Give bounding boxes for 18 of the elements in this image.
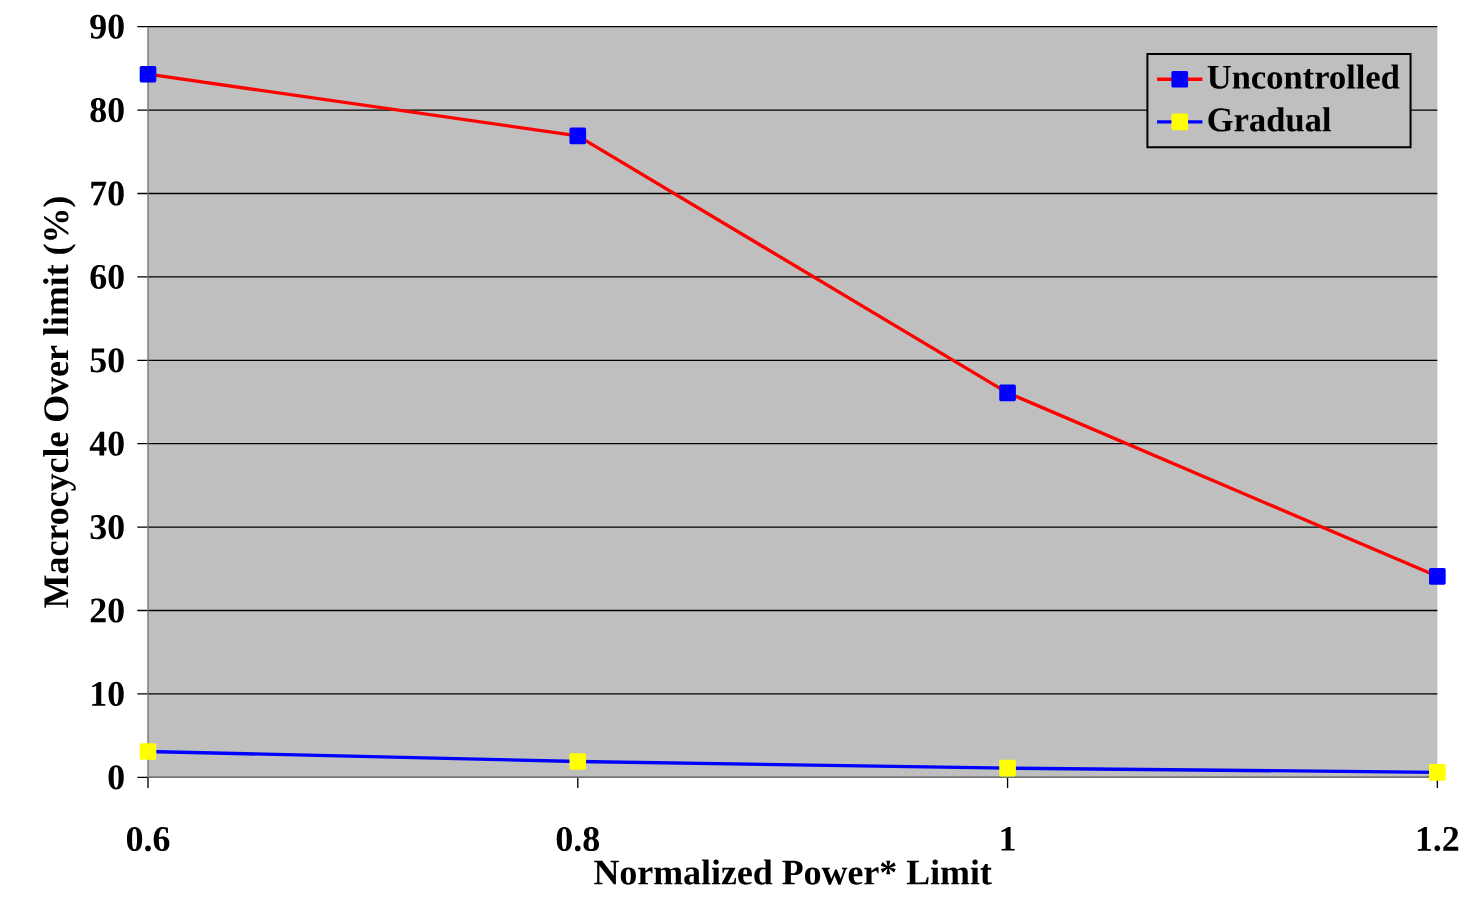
- y-tick-label: 50: [90, 348, 124, 373]
- x-tick-label: 1.2: [1417, 826, 1459, 852]
- legend-label: Uncontrolled: [1207, 64, 1400, 89]
- y-tick-label: 10: [92, 681, 124, 707]
- y-tick-label: 90: [90, 14, 124, 39]
- y-tick-label: 40: [89, 431, 124, 456]
- x-tick-label: 1: [1001, 826, 1015, 851]
- y-tick-label: 60: [90, 264, 124, 289]
- x-tick-label: 0.8: [556, 826, 600, 852]
- y-tick-label: 70: [91, 181, 124, 206]
- x-axis-title: Normalized Power* Limit: [594, 859, 992, 885]
- y-tick-label: 20: [90, 598, 124, 623]
- x-tick-label: 0.6: [126, 826, 170, 852]
- legend-label: Gradual: [1208, 107, 1331, 132]
- y-tick-label: 0: [108, 765, 124, 790]
- y-axis-title: Macrocycle Over limit (%): [43, 197, 76, 608]
- y-tick-label: 80: [90, 97, 124, 123]
- y-tick-label: 30: [90, 515, 124, 540]
